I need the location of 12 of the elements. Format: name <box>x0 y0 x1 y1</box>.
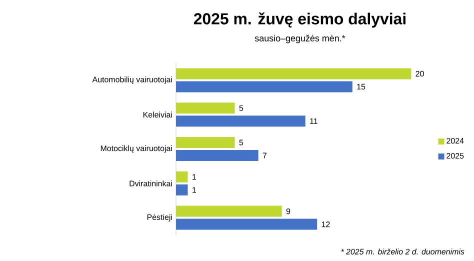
bar <box>176 68 412 80</box>
bar <box>176 81 352 92</box>
bar <box>176 218 318 230</box>
bar <box>176 137 235 148</box>
chart-subtitle: sausio–gegužės mėn.* <box>254 34 346 44</box>
bar <box>176 184 188 196</box>
bar <box>176 171 188 182</box>
bar <box>176 102 235 114</box>
bar <box>176 116 306 127</box>
bar <box>176 206 282 217</box>
bar <box>176 150 258 162</box>
chart-title: 2025 m. žuvę eismo dalyviai <box>194 12 406 28</box>
